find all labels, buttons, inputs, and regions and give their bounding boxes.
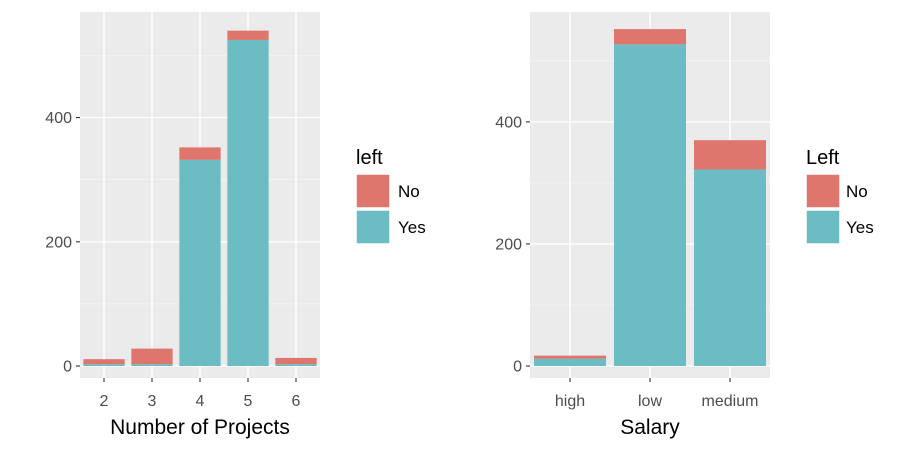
y-tick-label: 400 xyxy=(495,114,522,131)
bar-no-low xyxy=(614,29,686,45)
legend: Left No Yes xyxy=(805,147,874,245)
bar-yes-medium xyxy=(694,169,766,366)
x-tick-label: medium xyxy=(702,393,759,410)
bar-no-6 xyxy=(275,357,317,365)
bars xyxy=(83,30,317,367)
legend: left No Yes xyxy=(355,147,426,245)
x-tick-label: 3 xyxy=(148,393,157,410)
bar-yes-5 xyxy=(227,39,269,367)
x-axis-title: Number of Projects xyxy=(110,416,290,439)
bar-no-medium xyxy=(694,140,766,170)
y-axis: 0 200 400 xyxy=(495,114,530,376)
legend-title: Left xyxy=(806,147,840,169)
x-axis: high low medium xyxy=(555,378,759,410)
legend-label-yes: Yes xyxy=(398,218,426,237)
bar-no-3 xyxy=(131,348,173,365)
legend-title: left xyxy=(356,147,383,169)
y-tick-label: 400 xyxy=(45,110,72,127)
legend-label-no: No xyxy=(846,182,868,201)
bar-yes-4 xyxy=(179,159,221,366)
bar-yes-6 xyxy=(275,364,317,366)
y-axis: 0 200 400 xyxy=(45,110,80,376)
legend-key-yes xyxy=(805,209,841,245)
x-tick-label: low xyxy=(638,393,662,410)
bar-yes-3 xyxy=(131,364,173,366)
bar-yes-low xyxy=(614,44,686,367)
x-tick-label: high xyxy=(555,393,585,410)
bar-yes-high xyxy=(534,358,606,366)
legend-key-yes xyxy=(355,209,391,245)
x-axis-title: Salary xyxy=(620,416,680,439)
bars xyxy=(534,29,766,367)
legend-key-no xyxy=(355,173,391,209)
x-tick-label: 2 xyxy=(100,393,109,410)
bar-no-4 xyxy=(179,147,221,160)
chart-panel-projects: 0 200 400 2 3 4 5 6 Number of Projects left No… xyxy=(45,12,426,439)
x-tick-label: 5 xyxy=(244,393,253,410)
bar-no-high xyxy=(534,355,606,359)
chart-panel-salary: 0 200 400 high low medium Salary Left No Yes xyxy=(495,12,874,439)
bar-no-5 xyxy=(227,30,269,40)
bar-no-2 xyxy=(83,359,125,365)
bar-yes-2 xyxy=(83,364,125,366)
legend-label-no: No xyxy=(398,182,420,201)
x-axis: 2 3 4 5 6 xyxy=(100,378,301,410)
x-tick-label: 4 xyxy=(196,393,205,410)
y-tick-label: 0 xyxy=(513,359,522,376)
y-tick-label: 200 xyxy=(495,236,522,253)
legend-label-yes: Yes xyxy=(846,218,874,237)
x-tick-label: 6 xyxy=(292,393,301,410)
y-tick-label: 0 xyxy=(63,359,72,376)
y-tick-label: 200 xyxy=(45,234,72,251)
legend-key-no xyxy=(805,173,841,209)
